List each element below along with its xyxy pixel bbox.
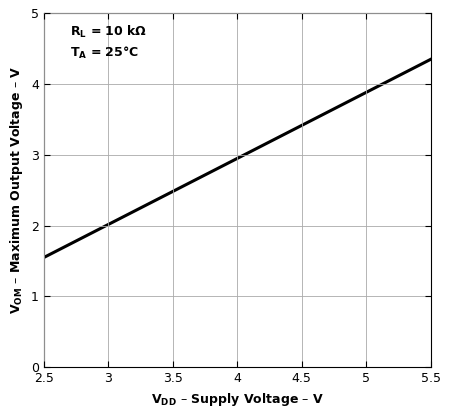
Text: $\mathbf{T_A}$ = 25°C: $\mathbf{T_A}$ = 25°C (70, 45, 138, 61)
X-axis label: $\mathbf{V_{DD}}$ – Supply Voltage – V: $\mathbf{V_{DD}}$ – Supply Voltage – V (150, 391, 324, 408)
Text: $\mathbf{R_L}$ = 10 kΩ: $\mathbf{R_L}$ = 10 kΩ (70, 24, 147, 40)
Y-axis label: $\mathbf{V_{OM}}$ – Maximum Output Voltage – V: $\mathbf{V_{OM}}$ – Maximum Output Volta… (9, 66, 25, 314)
